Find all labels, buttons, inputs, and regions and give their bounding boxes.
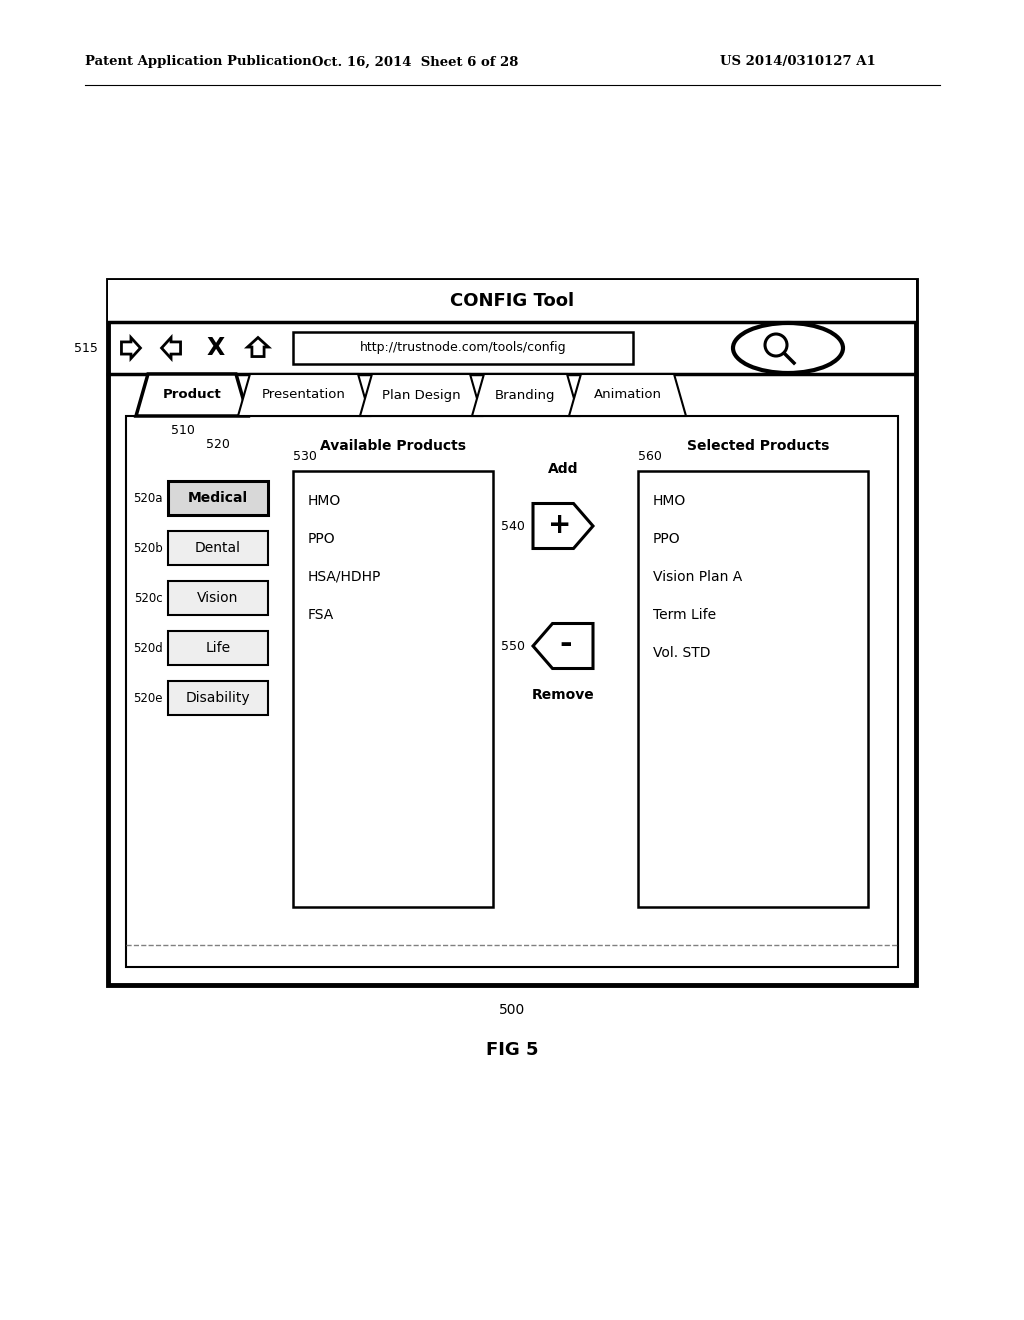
Polygon shape — [122, 338, 140, 359]
Text: CONFIG Tool: CONFIG Tool — [450, 292, 574, 310]
Bar — [293, 333, 633, 364]
Polygon shape — [136, 374, 248, 416]
Text: 520c: 520c — [134, 591, 163, 605]
Text: 540: 540 — [501, 520, 525, 532]
Text: 520e: 520e — [133, 692, 163, 705]
Text: Available Products: Available Products — [319, 440, 466, 453]
Polygon shape — [162, 338, 180, 359]
Text: Patent Application Publication: Patent Application Publication — [85, 55, 311, 69]
Text: 520: 520 — [206, 437, 230, 450]
Polygon shape — [534, 623, 593, 668]
Text: Selected Products: Selected Products — [687, 440, 829, 453]
Text: PPO: PPO — [653, 532, 681, 546]
Text: Vision Plan A: Vision Plan A — [653, 570, 742, 583]
Text: -: - — [560, 631, 572, 660]
Text: HMO: HMO — [653, 494, 686, 508]
Text: 530: 530 — [293, 450, 316, 463]
Bar — [168, 531, 268, 565]
Circle shape — [765, 334, 787, 356]
Polygon shape — [472, 374, 579, 416]
Bar — [108, 280, 916, 322]
Text: 515: 515 — [74, 342, 98, 355]
Text: HSA/HDHP: HSA/HDHP — [308, 570, 381, 583]
Text: Life: Life — [206, 642, 230, 655]
Text: Presentation: Presentation — [262, 388, 346, 401]
Text: Branding: Branding — [496, 388, 556, 401]
Bar — [168, 681, 268, 715]
Bar — [168, 581, 268, 615]
Text: 520a: 520a — [133, 491, 163, 504]
Text: X: X — [207, 337, 225, 360]
Text: Add: Add — [548, 462, 579, 477]
Polygon shape — [534, 503, 593, 549]
Polygon shape — [569, 374, 686, 416]
Text: 500: 500 — [499, 1003, 525, 1016]
Text: 520b: 520b — [133, 541, 163, 554]
Bar — [293, 471, 493, 907]
Polygon shape — [248, 338, 268, 356]
Bar — [126, 416, 898, 968]
Text: HMO: HMO — [308, 494, 341, 508]
Text: PPO: PPO — [308, 532, 336, 546]
Bar — [168, 631, 268, 665]
Text: http://trustnode.com/tools/config: http://trustnode.com/tools/config — [359, 342, 566, 355]
Text: Medical: Medical — [188, 491, 248, 506]
Text: Vision: Vision — [198, 591, 239, 605]
Text: Disability: Disability — [185, 690, 250, 705]
Text: Term Life: Term Life — [653, 609, 716, 622]
Text: FSA: FSA — [308, 609, 334, 622]
Text: Vol. STD: Vol. STD — [653, 645, 711, 660]
Bar — [168, 480, 268, 515]
Text: 550: 550 — [501, 639, 525, 652]
Text: Oct. 16, 2014  Sheet 6 of 28: Oct. 16, 2014 Sheet 6 of 28 — [312, 55, 518, 69]
Text: 520d: 520d — [133, 642, 163, 655]
Text: US 2014/0310127 A1: US 2014/0310127 A1 — [720, 55, 876, 69]
Polygon shape — [238, 374, 370, 416]
Text: Plan Design: Plan Design — [382, 388, 461, 401]
Bar — [638, 471, 868, 907]
Text: Remove: Remove — [531, 688, 594, 702]
Text: FIG 5: FIG 5 — [485, 1041, 539, 1059]
Text: 510: 510 — [171, 424, 195, 437]
Text: Dental: Dental — [195, 541, 241, 554]
Polygon shape — [360, 374, 482, 416]
Ellipse shape — [733, 323, 843, 374]
Text: Animation: Animation — [594, 388, 662, 401]
Text: 560: 560 — [638, 450, 662, 463]
Text: Product: Product — [163, 388, 221, 401]
Text: +: + — [548, 511, 571, 539]
Bar — [108, 280, 916, 985]
